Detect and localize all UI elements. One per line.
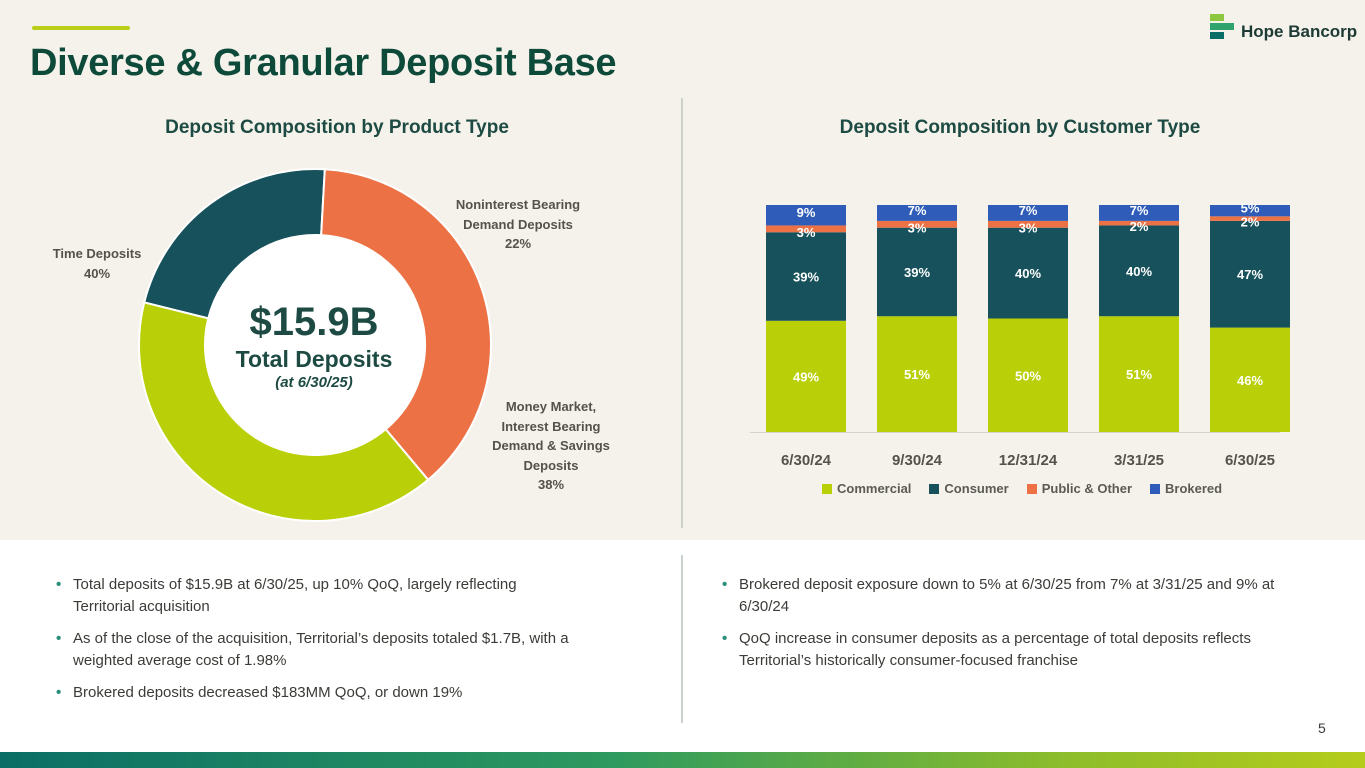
page-title: Diverse & Granular Deposit Base — [30, 42, 617, 84]
total-deposits-label: Total Deposits — [235, 346, 393, 372]
bar-data-label: 40% — [1015, 266, 1041, 281]
bar-data-label: 3% — [1019, 220, 1038, 235]
bar-data-label: 7% — [1019, 203, 1038, 218]
bar-data-label: 51% — [904, 367, 930, 382]
legend-item-commercial: Commercial — [822, 481, 911, 496]
customer-type-chart-title: Deposit Composition by Customer Type — [839, 117, 1201, 138]
donut-center-text: $15.9B Total Deposits (at 6/30/25) — [214, 300, 414, 392]
footer-gradient-stripe — [0, 752, 1365, 768]
bar-data-label: 9% — [797, 205, 816, 220]
bar-segment-consumer-2 — [988, 227, 1068, 319]
bar-segment-public-other-1 — [877, 220, 957, 228]
bar-data-label: 49% — [793, 369, 819, 384]
bar-segment-commercial-4 — [1210, 327, 1290, 432]
bar-segment-commercial-2 — [988, 318, 1068, 432]
bullet-item: Brokered deposits decreased $183MM QoQ, … — [56, 682, 576, 704]
left-bullet-list: Total deposits of $15.9B at 6/30/25, up … — [56, 574, 576, 714]
legend-swatch-commercial — [822, 483, 832, 494]
bar-segment-brokered-2 — [988, 205, 1068, 221]
x-tick-label: 12/31/24 — [999, 452, 1058, 469]
bar-data-label: 51% — [1126, 367, 1152, 382]
bar-segment-public-other-4 — [1210, 216, 1290, 221]
bar-data-label: 2% — [1241, 215, 1260, 230]
bar-data-label: 2% — [1130, 219, 1149, 234]
bar-segment-consumer-3 — [1099, 225, 1179, 317]
bar-data-label: 46% — [1237, 373, 1263, 388]
bar-data-label: 39% — [793, 270, 819, 285]
bar-segment-commercial-0 — [766, 320, 846, 432]
bar-segment-public-other-0 — [766, 225, 846, 233]
bar-data-label: 40% — [1126, 264, 1152, 279]
logo-text: Hope Bancorp — [1241, 22, 1358, 41]
total-deposits-date: (at 6/30/25) — [275, 374, 353, 391]
bar-segment-consumer-1 — [877, 227, 957, 317]
donut-label-noninterest: Noninterest Bearing Demand Deposits 22% — [455, 197, 581, 251]
right-bullet-list: Brokered deposit exposure down to 5% at … — [722, 574, 1312, 682]
section-divider-top — [681, 98, 683, 528]
bullet-item: Total deposits of $15.9B at 6/30/25, up … — [56, 574, 576, 618]
bar-segment-commercial-3 — [1099, 316, 1179, 432]
bar-segment-consumer-4 — [1210, 220, 1290, 328]
bar-segment-brokered-1 — [877, 205, 957, 221]
total-deposits-value: $15.9B — [249, 300, 379, 344]
legend-item-consumer: Consumer — [929, 481, 1009, 496]
bar-data-label: 5% — [1241, 201, 1260, 216]
donut-label-time-deposits: Time Deposits 40% — [52, 246, 142, 281]
legend-item-public-other: Public & Other — [1026, 481, 1132, 496]
x-tick-label: 3/31/25 — [1114, 452, 1164, 469]
bar-segment-brokered-0 — [766, 205, 846, 226]
logo-mark-icon — [1210, 14, 1234, 39]
bar-data-label: 50% — [1015, 368, 1041, 383]
title-accent-line — [32, 26, 130, 30]
bar-data-label: 3% — [797, 225, 816, 240]
legend-item-brokered: Brokered — [1150, 481, 1222, 496]
bar-data-label: 7% — [1130, 203, 1149, 218]
product-type-donut-chart — [138, 168, 492, 522]
donut-label-money-market: Money Market, Interest Bearing Demand & … — [492, 399, 610, 492]
bar-segment-brokered-3 — [1099, 205, 1179, 221]
donut-hole — [205, 235, 425, 455]
section-divider-bottom — [681, 555, 683, 723]
bar-segment-public-other-2 — [988, 220, 1068, 228]
page-number: 5 — [1318, 720, 1326, 736]
legend-swatch-public-other — [1026, 483, 1037, 494]
customer-type-bar-chart: 49% 39% 3% 9% 6/30/24 51% 39% 3% 7% 9/30/24 50% 40%… — [750, 201, 1290, 469]
company-logo: Hope Bancorp — [1207, 12, 1357, 42]
bar-segment-consumer-0 — [766, 232, 846, 321]
legend-swatch-consumer — [929, 483, 940, 494]
x-tick-label: 6/30/24 — [781, 452, 832, 469]
bullet-item: As of the close of the acquisition, Terr… — [56, 628, 576, 672]
bar-data-label: 7% — [908, 203, 927, 218]
bar-data-label: 3% — [908, 220, 927, 235]
product-type-chart-title: Deposit Composition by Product Type — [165, 117, 509, 138]
bar-data-label: 39% — [904, 265, 930, 280]
bar-chart-legend: Commercial Consumer Public & Other Broke… — [822, 481, 1222, 496]
legend-swatch-brokered — [1150, 483, 1161, 494]
x-tick-label: 6/30/25 — [1225, 452, 1275, 469]
bar-data-label: 47% — [1237, 267, 1263, 282]
bullet-item: QoQ increase in consumer deposits as a p… — [722, 628, 1312, 672]
bar-segment-commercial-1 — [877, 316, 957, 432]
bullet-item: Brokered deposit exposure down to 5% at … — [722, 574, 1312, 618]
x-tick-label: 9/30/24 — [892, 452, 943, 469]
bar-segment-brokered-4 — [1210, 205, 1290, 217]
bar-segment-public-other-3 — [1099, 220, 1179, 226]
